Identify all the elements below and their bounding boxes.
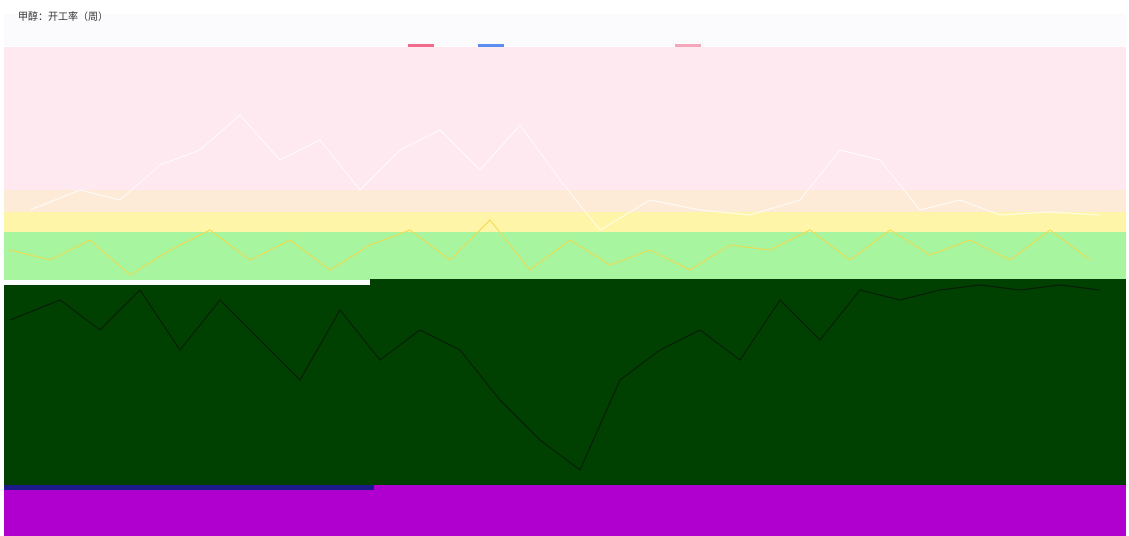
- legend-swatch: [478, 44, 504, 47]
- axis-strip: [4, 485, 374, 490]
- decor-line: [9, 219, 1091, 276]
- band-dark-green: [4, 285, 370, 485]
- band-green: [4, 232, 1126, 280]
- header-bar: [4, 14, 1126, 46]
- band-peach: [4, 190, 1126, 212]
- band-dark-green: [370, 279, 1126, 485]
- band-magenta: [4, 485, 1126, 536]
- decor-line: [29, 114, 1101, 231]
- decor-line: [9, 284, 1101, 471]
- legend-swatch: [675, 44, 701, 47]
- title: 甲醇：开工率（周）: [18, 10, 108, 23]
- band-pink: [4, 47, 1126, 190]
- band-yellow: [4, 212, 1126, 232]
- legend-swatch: [408, 44, 434, 47]
